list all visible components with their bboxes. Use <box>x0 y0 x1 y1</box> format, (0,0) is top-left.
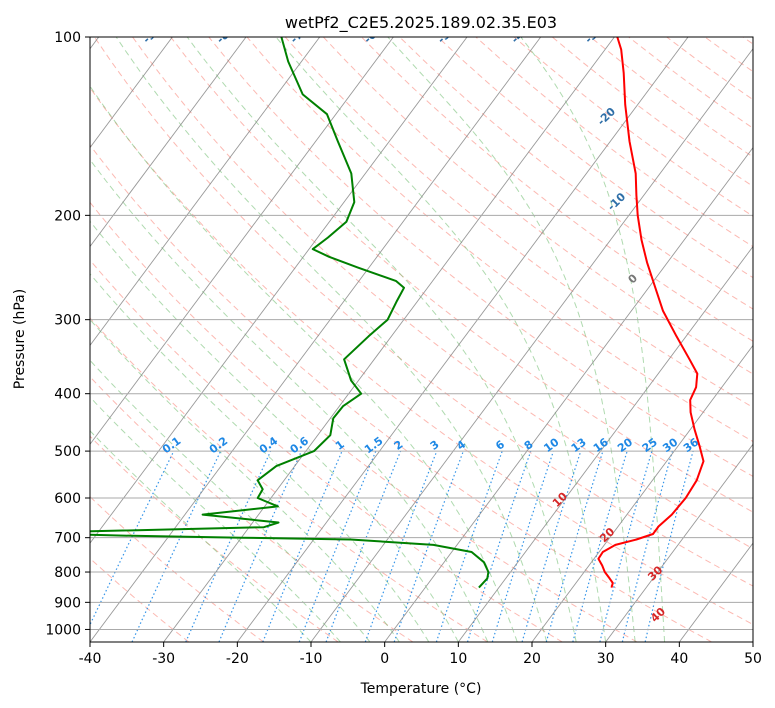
moist-adiabat <box>90 318 400 642</box>
moist-adiabat <box>90 273 430 642</box>
moist-adiabat <box>90 158 489 642</box>
mixing-ratio-line <box>185 450 272 642</box>
x-tick-label: 30 <box>597 651 615 667</box>
mixing-ratio-line <box>435 450 503 642</box>
dry-adiabat <box>90 144 712 642</box>
dry-adiabat <box>170 37 753 513</box>
isotherm-label: -60 <box>361 23 385 46</box>
mixing-ratio-line <box>599 450 653 642</box>
plot-frame <box>89 36 754 643</box>
sounding-series <box>90 37 705 589</box>
moist-adiabats <box>90 37 666 642</box>
x-tick-label: 10 <box>449 651 467 667</box>
isotherm-label: -90 <box>140 23 164 46</box>
moist-adiabat <box>90 430 312 642</box>
isotherm-label: -40 <box>509 23 533 46</box>
mixing-ratio-line <box>218 450 302 642</box>
isotherm-label: -80 <box>214 23 238 46</box>
x-tick-label: 20 <box>523 651 541 667</box>
x-tick-label: -30 <box>152 651 175 667</box>
isotherms <box>90 37 753 642</box>
moist-adiabat <box>90 359 371 642</box>
dry-adiabat <box>361 37 753 342</box>
y-tick-label: 400 <box>54 387 81 403</box>
y-tick-label: 700 <box>54 531 81 547</box>
moist-adiabat <box>90 220 459 642</box>
isotherm <box>163 37 615 642</box>
x-tick-label: 50 <box>744 651 762 667</box>
mixing-ratio-line <box>491 450 555 642</box>
x-axis: -40 -30 -20 -10 0 10 20 30 40 50 <box>79 642 762 667</box>
mixing-ratio-line <box>298 450 377 642</box>
isotherm <box>90 37 247 248</box>
moist-adiabat <box>90 85 518 642</box>
y-tick-label: 100 <box>54 30 81 46</box>
isotherm <box>90 37 542 642</box>
isotherm <box>605 443 753 642</box>
dry-adiabat <box>93 37 753 587</box>
isotherm <box>531 344 753 642</box>
y-tick-label: 300 <box>54 313 81 329</box>
moist-adiabat <box>115 37 548 642</box>
isotherm <box>384 146 753 642</box>
dry-adiabat <box>90 376 414 642</box>
isotherm-label: -30 <box>582 23 606 46</box>
isotherm <box>90 37 468 544</box>
x-tick-label: 40 <box>670 651 688 667</box>
temperature-line <box>597 37 705 588</box>
dry-adiabat <box>208 37 753 477</box>
isotherm-label: -70 <box>288 23 312 46</box>
moist-adiabat <box>186 37 577 642</box>
mixing-ratio-line <box>572 450 628 642</box>
y-tick-label: 600 <box>54 491 81 507</box>
mixing-ratio-line <box>466 450 532 642</box>
dewpoint-line <box>90 37 490 589</box>
mixing-ratio-line <box>545 450 604 642</box>
x-tick-label: -10 <box>300 651 323 667</box>
moist-adiabat <box>90 396 341 642</box>
mixing-ratio-line <box>262 450 343 642</box>
dry-adiabat <box>399 37 753 310</box>
mixing-ratio-line <box>621 450 673 642</box>
y-tick-label: 800 <box>54 565 81 581</box>
moist-adiabat <box>275 37 607 642</box>
y-tick-label: 900 <box>54 595 81 611</box>
isotherm <box>236 37 689 642</box>
isotherm <box>457 245 753 642</box>
isotherm <box>90 37 394 445</box>
moist-adiabat <box>387 37 636 642</box>
dry-adiabat <box>90 259 563 642</box>
x-tick-label: -40 <box>79 651 102 667</box>
x-tick-label: 0 <box>380 651 389 667</box>
y-tick-label: 500 <box>54 444 81 460</box>
y-axis: 100 200 300 400 500 600 700 800 900 1000 <box>45 30 90 638</box>
y-tick-label: 200 <box>54 208 81 224</box>
isotherm-label: -50 <box>435 23 459 46</box>
isotherm <box>90 37 321 347</box>
y-tick-label: 1000 <box>45 622 81 638</box>
dry-adiabat <box>90 201 638 642</box>
plot-area: 0.10.20.40.611.52346810131620253036-100-… <box>90 23 753 642</box>
dry-adiabat <box>90 86 753 626</box>
isotherm <box>90 37 173 149</box>
moist-adiabat <box>520 37 666 642</box>
mixing-ratio-line <box>521 450 582 642</box>
x-axis-label: Temperature (°C) <box>360 681 482 697</box>
mixing-ratio-line <box>325 450 402 642</box>
y-axis-label: Pressure (hPa) <box>12 289 28 389</box>
chart-title: wetPf2_C2E5.2025.189.02.35.E03 <box>285 13 557 33</box>
mixing-ratio-line <box>364 450 438 642</box>
x-tick-label: -20 <box>226 651 249 667</box>
